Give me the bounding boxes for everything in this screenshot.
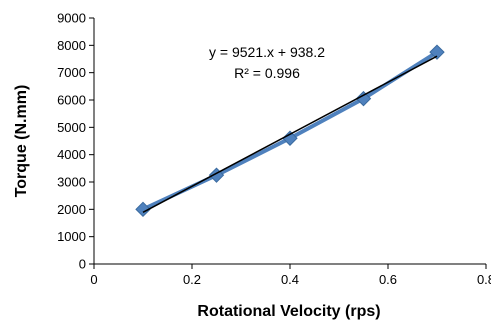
y-tick-label: 1000 — [57, 229, 86, 244]
y-tick-label: 9000 — [57, 11, 86, 26]
y-tick-label: 3000 — [57, 175, 86, 190]
y-tick-label: 2000 — [57, 202, 86, 217]
r-squared-label: R² = 0.996 — [234, 65, 300, 81]
y-tick-label: 5000 — [57, 120, 86, 135]
y-tick-label: 7000 — [57, 65, 86, 80]
x-tick-label: 0 — [90, 272, 97, 287]
x-tick-label: 0.2 — [183, 272, 201, 287]
labels-layer: y = 9521.x + 938.2 R² = 0.996 Rotational… — [13, 44, 381, 320]
linear-trendline — [142, 55, 438, 213]
x-tick-label: 0.4 — [281, 272, 299, 287]
y-tick-label: 8000 — [57, 38, 86, 53]
x-tick-label: 0.6 — [379, 272, 397, 287]
data-point-marker — [355, 90, 372, 107]
data-point-marker — [429, 44, 445, 60]
y-tick-label: 4000 — [57, 147, 86, 162]
trendline-equation: y = 9521.x + 938.2 — [209, 44, 325, 60]
y-tick-label: 0 — [79, 257, 86, 272]
data-point-marker — [135, 201, 151, 218]
axes: 0 1000 2000 3000 4000 5000 6000 7000 8000 9000 0 0.… — [57, 11, 491, 288]
x-tick-label: 0.8 — [477, 272, 491, 287]
trendline-layer — [142, 55, 438, 213]
y-tick-label: 6000 — [57, 93, 86, 108]
x-axis-title: Rotational Velocity (rps) — [197, 303, 380, 320]
y-axis-title: Torque (N.mm) — [13, 85, 30, 198]
